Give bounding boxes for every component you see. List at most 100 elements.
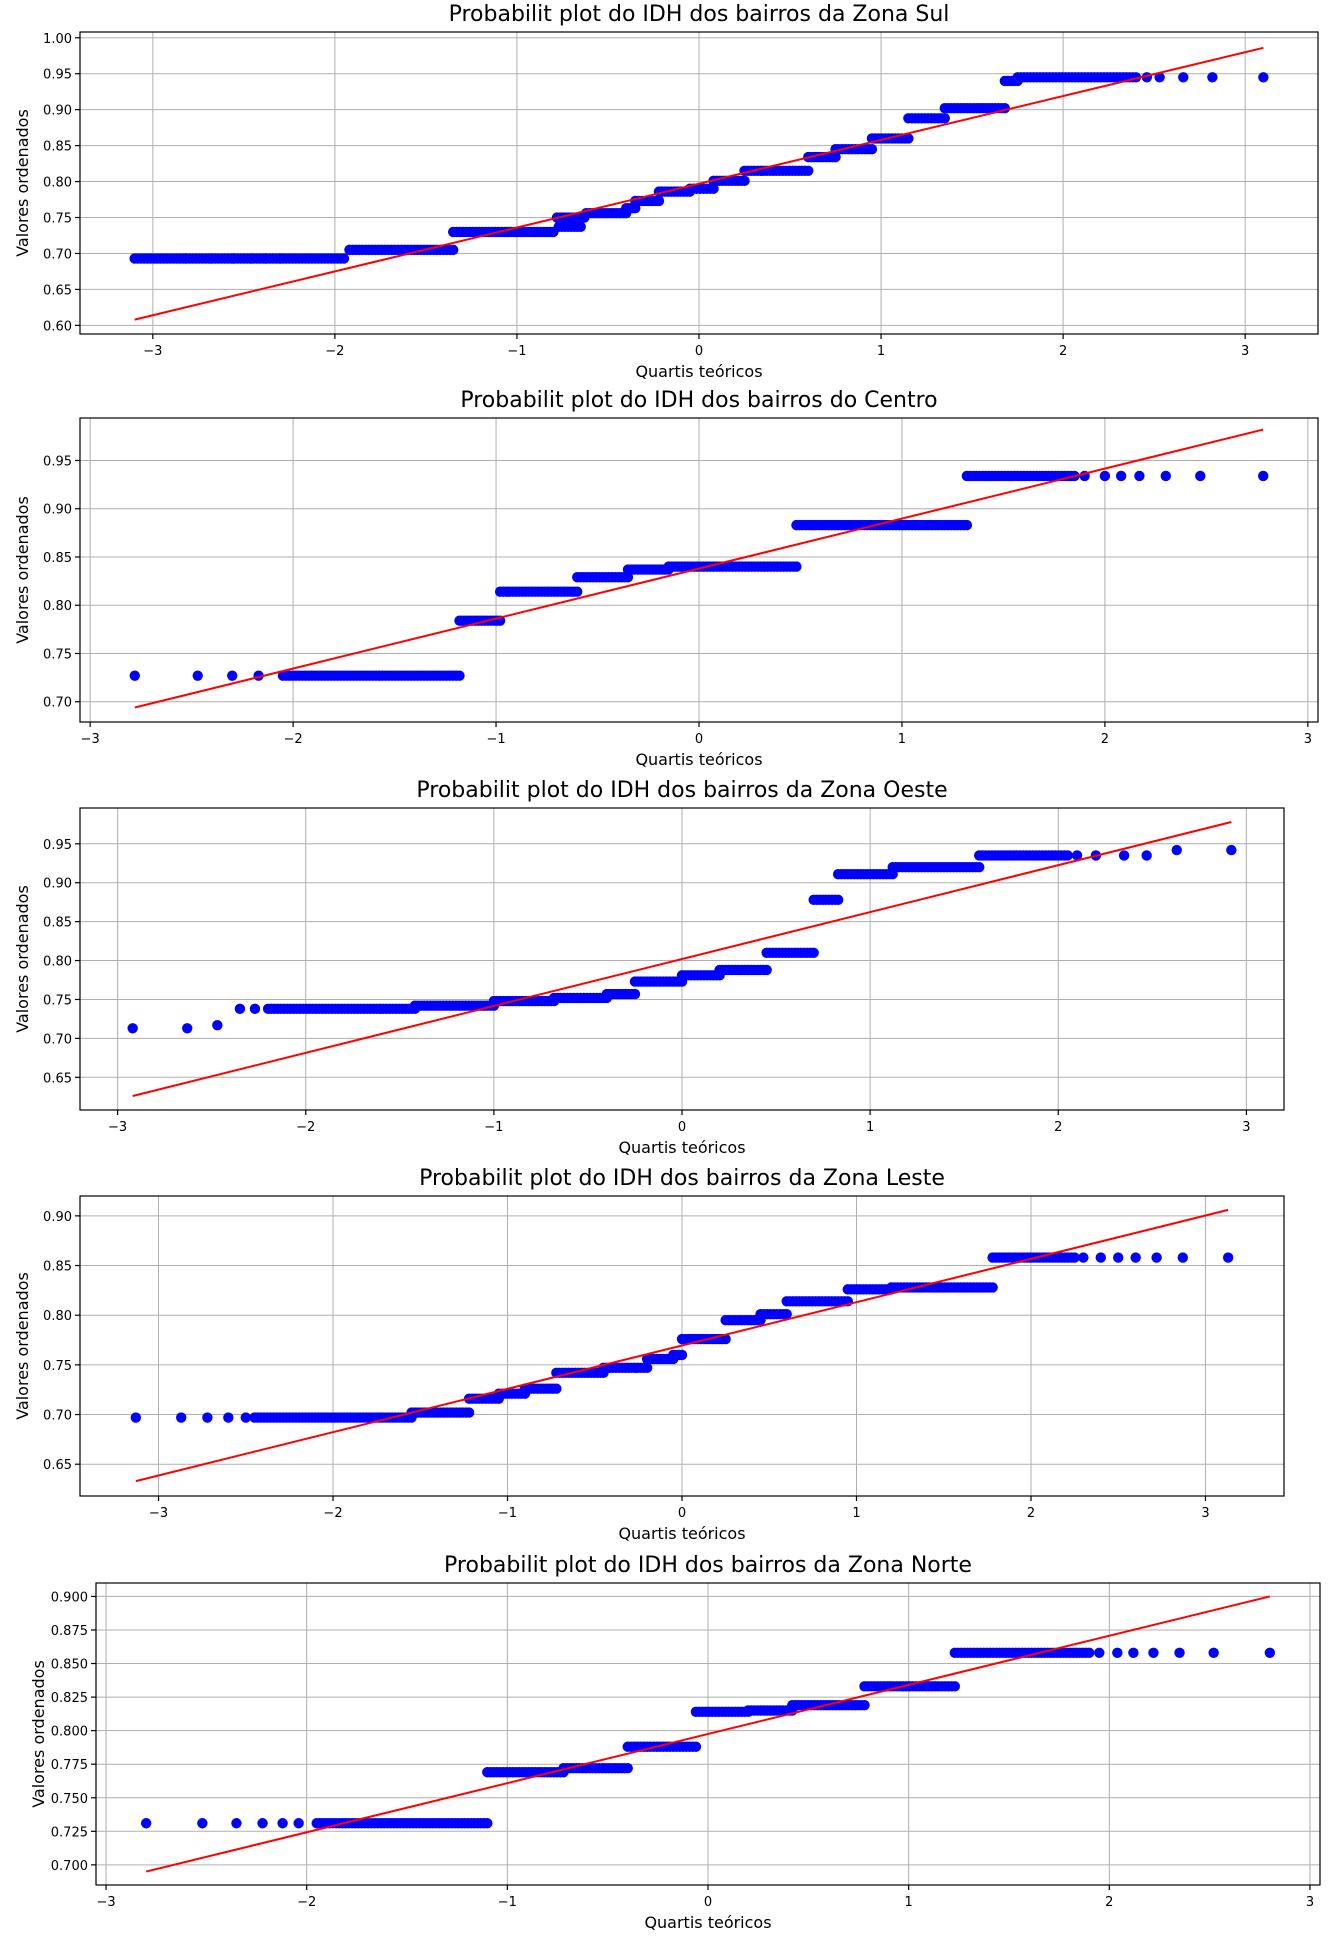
y-tick-label: 0.65 — [43, 283, 72, 298]
data-point — [1094, 1647, 1105, 1658]
x-tick-label: 2 — [1054, 1120, 1062, 1135]
data-point — [676, 1349, 688, 1361]
x-axis-label: Quartis teóricos — [635, 362, 762, 381]
y-tick-label: 0.90 — [43, 1210, 72, 1225]
y-tick-label: 0.80 — [43, 1309, 72, 1324]
x-tick-label: 3 — [1304, 732, 1312, 747]
data-point — [212, 1019, 223, 1031]
axes-frame — [79, 807, 1285, 1111]
x-axis-label: Quartis teóricos — [635, 750, 762, 769]
data-point — [448, 244, 459, 256]
axes-frame — [79, 31, 1319, 335]
y-tick-label: 0.825 — [51, 1691, 88, 1706]
data-point — [866, 144, 878, 155]
data-point — [761, 964, 772, 976]
plot-area — [129, 428, 1269, 709]
plot-title: Probabilit plot do IDH dos bairros da Zo… — [416, 778, 947, 803]
y-tick-label: 0.70 — [43, 247, 72, 262]
x-tick-label: 2 — [1101, 732, 1109, 747]
data-point — [227, 670, 238, 681]
y-tick-label: 0.900 — [51, 1590, 88, 1605]
probability-plot-3: Probabilit plot do IDH dos bairros da Zo… — [13, 778, 1285, 1157]
data-point — [1095, 1252, 1106, 1263]
y-tick-label: 0.850 — [51, 1658, 88, 1673]
data-point — [1258, 470, 1269, 482]
data-point — [551, 1383, 562, 1394]
y-tick-label: 0.85 — [43, 140, 72, 155]
y-tick-label: 0.75 — [43, 647, 72, 662]
y-axis-label: Valores ordenados — [13, 109, 32, 257]
x-tick-label: 1 — [898, 732, 906, 747]
data-point — [205, 253, 217, 264]
y-tick-label: 0.90 — [43, 503, 72, 518]
probability-plot-2: Probabilit plot do IDH dos bairros do Ce… — [13, 388, 1319, 769]
x-tick-label: −3 — [143, 344, 162, 359]
data-point — [127, 1023, 138, 1034]
y-tick-label: 0.85 — [43, 551, 72, 566]
data-point — [482, 1818, 493, 1829]
y-tick-label: 0.725 — [51, 1825, 88, 1840]
y-tick-label: 0.75 — [43, 212, 72, 227]
plot-area — [127, 821, 1237, 1097]
data-point — [739, 175, 750, 187]
data-point — [1134, 470, 1145, 482]
y-tick-label: 0.95 — [43, 68, 72, 83]
data-point — [830, 151, 841, 163]
data-point — [1208, 1647, 1219, 1658]
plot-area — [130, 1208, 1234, 1483]
data-point — [182, 1023, 193, 1034]
y-tick-label: 0.70 — [43, 1409, 72, 1424]
y-tick-label: 0.90 — [43, 104, 72, 119]
data-point — [1078, 1252, 1089, 1263]
data-point — [249, 1003, 261, 1015]
data-point — [1258, 72, 1269, 83]
x-axis-label: Quartis teóricos — [644, 1913, 771, 1932]
fit-line — [134, 46, 1264, 321]
data-point — [808, 947, 819, 958]
fit-line — [135, 1208, 1229, 1483]
data-point — [1118, 850, 1130, 861]
fit-line — [134, 428, 1264, 709]
data-point — [629, 988, 641, 1000]
plot-title: Probabilit plot do IDH dos bairros da Zo… — [449, 2, 950, 27]
data-point — [192, 670, 203, 681]
data-point — [130, 1412, 142, 1423]
data-point — [1141, 850, 1152, 861]
x-tick-label: −1 — [498, 1895, 517, 1910]
data-point — [641, 1362, 653, 1374]
x-tick-label: 3 — [1242, 1120, 1250, 1135]
data-point — [572, 586, 583, 597]
data-point — [1113, 1252, 1124, 1263]
data-point — [1171, 844, 1182, 856]
data-point — [202, 1412, 213, 1423]
data-point — [180, 253, 191, 264]
data-point — [1151, 1252, 1162, 1263]
data-point — [454, 670, 465, 681]
plot-area — [129, 46, 1269, 321]
fit-line — [145, 1595, 1271, 1873]
data-point — [781, 1309, 792, 1320]
x-tick-label: 2 — [1059, 344, 1067, 359]
x-tick-label: −1 — [498, 1506, 517, 1521]
fit-line — [132, 821, 1232, 1097]
data-point — [1177, 1252, 1188, 1263]
axes-frame — [79, 417, 1319, 723]
plot-area — [140, 1595, 1276, 1873]
data-point — [1207, 72, 1218, 83]
y-axis-label: Valores ordenados — [13, 496, 32, 644]
x-tick-label: −1 — [484, 1120, 503, 1135]
y-tick-label: 0.85 — [43, 1260, 72, 1275]
probability-plot-4: Probabilit plot do IDH dos bairros da Zo… — [13, 1166, 1285, 1543]
y-tick-label: 0.80 — [43, 955, 72, 970]
data-point — [257, 1818, 268, 1829]
data-point — [227, 253, 239, 264]
probability-plot-5: Probabilit plot do IDH dos bairros da Zo… — [29, 1553, 1321, 1932]
data-point — [129, 670, 140, 681]
x-tick-label: −2 — [323, 1506, 342, 1521]
data-point — [939, 113, 950, 124]
x-tick-label: −1 — [507, 344, 526, 359]
x-tick-label: 3 — [1306, 1895, 1314, 1910]
y-tick-label: 0.875 — [51, 1624, 88, 1639]
data-point — [949, 1681, 961, 1692]
